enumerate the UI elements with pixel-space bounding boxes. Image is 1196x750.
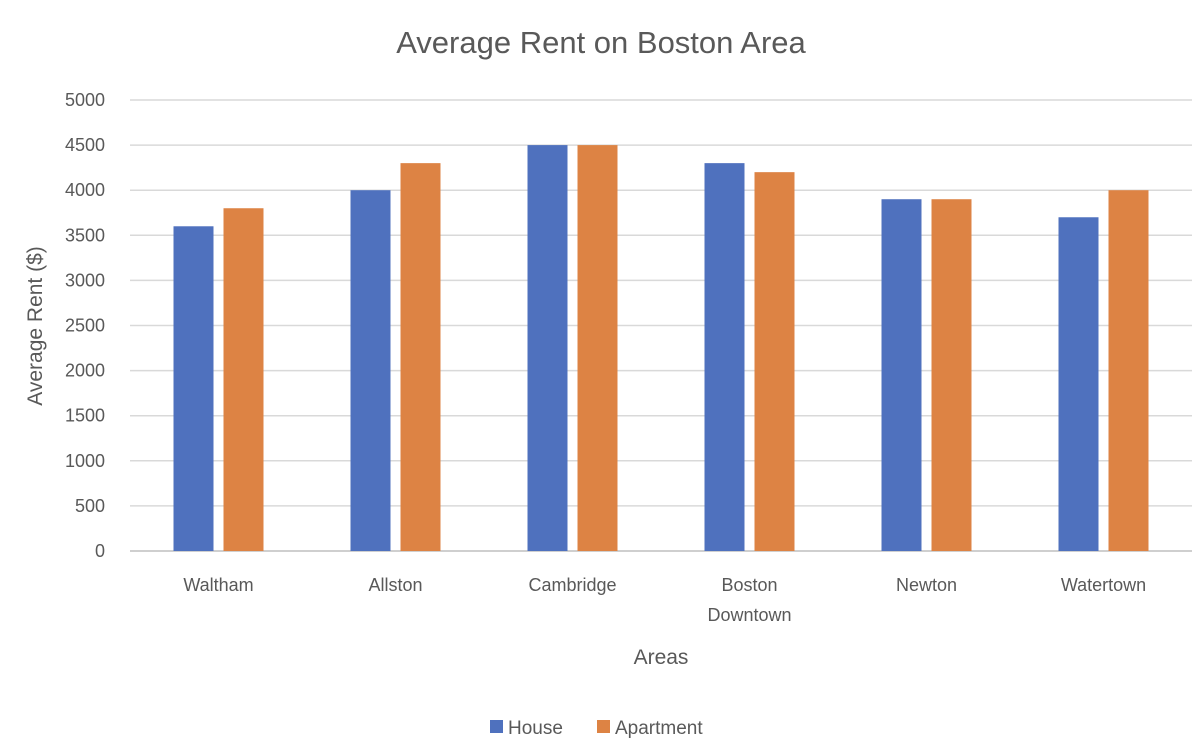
bar-apartment — [931, 199, 972, 551]
y-tick-label: 1500 — [65, 406, 105, 426]
y-tick-label: 3500 — [65, 225, 105, 245]
y-axis-title: Average Rent ($) — [24, 246, 47, 406]
y-tick-label: 4500 — [65, 135, 105, 155]
bar-apartment — [577, 145, 618, 551]
bar-apartment — [754, 172, 795, 551]
y-tick-label: 2000 — [65, 361, 105, 381]
x-tick-label: Watertown — [1061, 575, 1146, 595]
chart-title: Average Rent on Boston Area — [396, 25, 806, 60]
y-tick-label: 3000 — [65, 270, 105, 290]
legend-swatch-apartment — [597, 720, 610, 733]
x-axis-title: Areas — [634, 646, 689, 669]
x-tick-label: Waltham — [183, 575, 253, 595]
gridlines — [130, 99, 1192, 552]
legend-swatch-house — [490, 720, 503, 733]
bar-house — [1058, 217, 1099, 551]
bar-house — [704, 163, 745, 551]
bar-house — [350, 190, 391, 551]
x-tick-label: Newton — [896, 575, 957, 595]
bar-apartment — [223, 208, 264, 552]
bar-apartment — [1108, 190, 1149, 551]
bar-house — [527, 145, 568, 551]
y-tick-label: 500 — [75, 496, 105, 516]
legend-label-apartment: Apartment — [615, 718, 703, 739]
y-axis-ticks: 0 500 1000 1500 2000 2500 3000 3500 4000 4500 5000 — [65, 90, 105, 561]
bar-house — [881, 199, 922, 551]
x-tick-label: Cambridge — [528, 575, 616, 595]
legend-label-house: House — [508, 718, 563, 739]
x-tick-label: Allston — [368, 575, 422, 595]
bar-house — [173, 226, 214, 551]
x-tick-label: Downtown — [707, 605, 791, 625]
x-tick-label: Boston — [721, 575, 777, 595]
bar-apartment — [400, 163, 441, 551]
y-tick-label: 0 — [95, 541, 105, 561]
y-tick-label: 4000 — [65, 180, 105, 200]
x-axis-ticks: Waltham Allston Cambridge Boston Downtown New… — [183, 575, 1146, 625]
y-tick-label: 1000 — [65, 451, 105, 471]
y-tick-label: 5000 — [65, 90, 105, 110]
legend: House Apartment — [490, 718, 703, 739]
bars — [173, 145, 1149, 552]
y-tick-label: 2500 — [65, 316, 105, 336]
